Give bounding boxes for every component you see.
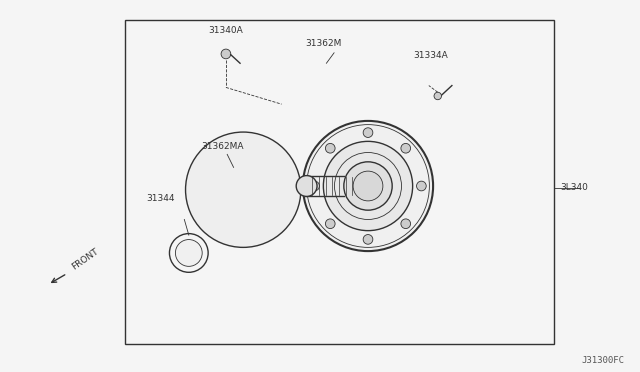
Ellipse shape xyxy=(296,176,317,196)
Ellipse shape xyxy=(417,181,426,191)
Ellipse shape xyxy=(401,219,411,228)
Text: 31362M: 31362M xyxy=(305,39,341,48)
Bar xyxy=(125,20,554,344)
Text: 3L340: 3L340 xyxy=(560,183,588,192)
Ellipse shape xyxy=(303,121,433,251)
Ellipse shape xyxy=(401,144,411,153)
Ellipse shape xyxy=(221,49,231,59)
Ellipse shape xyxy=(186,132,301,247)
Ellipse shape xyxy=(325,219,335,228)
Ellipse shape xyxy=(323,141,413,231)
Text: J31300FC: J31300FC xyxy=(581,356,624,365)
Ellipse shape xyxy=(363,128,373,138)
Text: FRONT: FRONT xyxy=(70,247,100,272)
Ellipse shape xyxy=(344,162,392,210)
Text: 31344: 31344 xyxy=(146,194,175,203)
Text: 31340A: 31340A xyxy=(209,26,243,35)
Ellipse shape xyxy=(353,171,383,201)
Text: 31334A: 31334A xyxy=(413,51,447,60)
Text: 31362MA: 31362MA xyxy=(202,142,244,151)
Ellipse shape xyxy=(310,181,319,191)
Ellipse shape xyxy=(434,92,442,100)
Ellipse shape xyxy=(175,240,202,266)
Ellipse shape xyxy=(325,144,335,153)
Ellipse shape xyxy=(363,234,373,244)
